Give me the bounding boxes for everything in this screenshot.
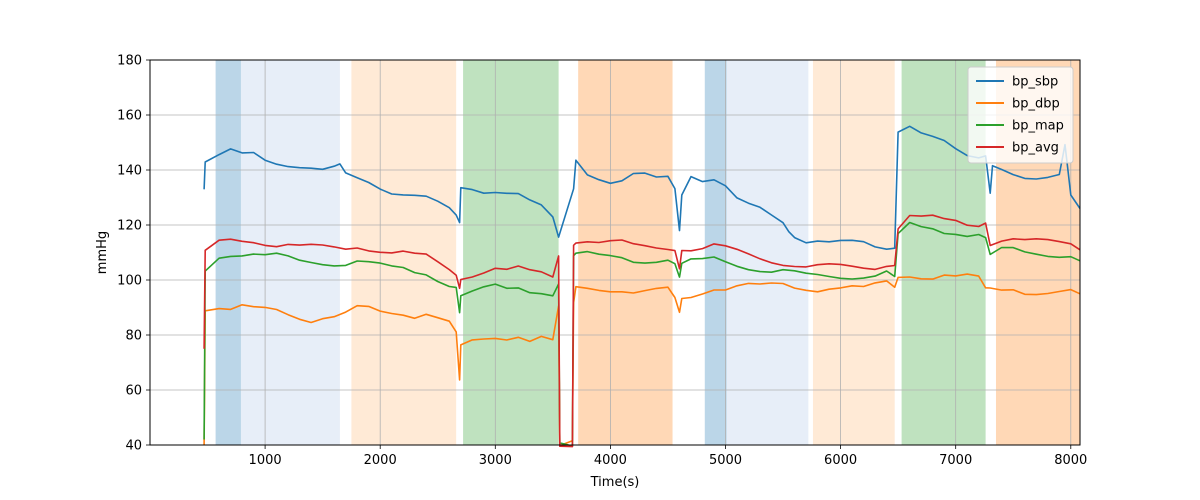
x-axis-ticks: 1000 2000 3000 4000 5000 6000 7000 8000 xyxy=(249,445,1087,468)
series-line-bp_map xyxy=(203,221,1081,447)
shaded-bands xyxy=(215,60,1080,445)
x-tick-label: 1000 xyxy=(249,453,282,468)
y-tick-label: 120 xyxy=(117,219,142,234)
x-tick-label: 2000 xyxy=(364,453,397,468)
legend: bp_sbp bp_dbp bp_map bp_avg xyxy=(967,66,1074,164)
legend-label-bp_dbp: bp_dbp xyxy=(1012,97,1060,112)
series-lines xyxy=(203,125,1081,448)
x-tick-label: 4000 xyxy=(594,453,627,468)
band-2 xyxy=(351,60,457,445)
band-5 xyxy=(704,60,727,445)
y-tick-label: 100 xyxy=(117,274,142,289)
band-1 xyxy=(240,60,340,445)
band-0 xyxy=(215,60,241,445)
x-axis-label: Time(s) xyxy=(590,475,640,490)
x-tick-label: 3000 xyxy=(479,453,512,468)
series-line-bp_avg xyxy=(203,214,1081,448)
series-line-bp_sbp xyxy=(203,125,1081,250)
y-tick-label: 180 xyxy=(117,54,142,69)
x-tick-label: 5000 xyxy=(709,453,742,468)
legend-label-bp_sbp: bp_sbp xyxy=(1012,75,1058,90)
legend-label-bp_avg: bp_avg xyxy=(1012,141,1059,156)
y-axis-ticks: 40 60 80 100 120 140 160 180 xyxy=(117,54,150,454)
plot-frame xyxy=(149,59,1081,446)
band-7 xyxy=(812,60,895,445)
band-3 xyxy=(463,60,559,445)
series-line-bp_dbp xyxy=(203,273,1081,447)
y-tick-label: 140 xyxy=(117,164,142,179)
y-tick-label: 160 xyxy=(117,109,142,124)
y-tick-label: 60 xyxy=(125,384,142,399)
legend-box xyxy=(967,66,1074,164)
x-tick-label: 8000 xyxy=(1054,453,1087,468)
legend-label-bp_map: bp_map xyxy=(1012,119,1064,134)
band-6 xyxy=(726,60,809,445)
y-axis-label: mmHg xyxy=(95,231,110,274)
y-tick-label: 40 xyxy=(125,439,142,454)
y-tick-label: 80 xyxy=(125,329,142,344)
x-tick-label: 7000 xyxy=(939,453,972,468)
x-tick-label: 6000 xyxy=(824,453,857,468)
